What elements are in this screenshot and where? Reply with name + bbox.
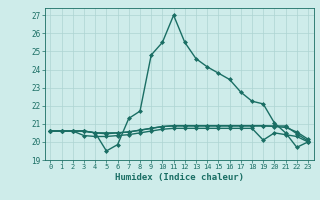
X-axis label: Humidex (Indice chaleur): Humidex (Indice chaleur) <box>115 173 244 182</box>
